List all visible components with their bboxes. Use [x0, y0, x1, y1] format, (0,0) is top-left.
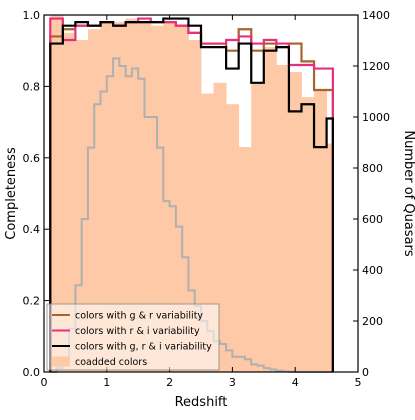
coadded-colors-bar	[276, 64, 284, 372]
y-right-tick-label: 1200	[362, 60, 390, 73]
legend-label: colors with g & r variability	[75, 311, 203, 322]
coadded-colors-bar	[50, 15, 57, 372]
coadded-colors-bar	[270, 47, 277, 372]
legend-label: colors with g, r & i variability	[75, 342, 212, 353]
y-right-tick-label: 200	[362, 315, 383, 328]
coadded-colors-bar	[238, 147, 246, 372]
colors-with-g-r-i-variability-line	[49, 17, 334, 372]
x-tick-label: 2	[166, 376, 173, 389]
quasar-count-line	[50, 57, 333, 373]
y-axis-label: Completeness	[4, 147, 19, 240]
coadded-colors-bar	[295, 72, 302, 373]
coadded-colors-bar	[138, 22, 145, 372]
coadded-colors-bar	[113, 22, 120, 372]
legend-box	[46, 303, 220, 371]
x-axis-label: Redshift	[175, 395, 228, 410]
coadded-colors-bar	[320, 89, 327, 372]
y-tick-label: 1.0	[23, 9, 41, 22]
coadded-colors-bar	[163, 22, 170, 372]
y-tick-label: 0.6	[23, 152, 41, 165]
coadded-colors-bar	[282, 64, 290, 372]
coadded-colors-bar	[106, 22, 114, 372]
legend-swatch	[52, 356, 70, 367]
coadded-colors-bar	[75, 39, 83, 373]
y-tick-label: 0.4	[23, 223, 41, 236]
coadded-colors-bar	[169, 22, 177, 372]
coadded-colors-bar	[157, 25, 164, 373]
y-tick-label: 0.2	[23, 295, 41, 308]
coadded-colors-bar	[226, 104, 233, 372]
quasar-count-layer	[50, 57, 333, 373]
x-tick-label: 0	[41, 376, 48, 389]
coadded-colors-bar	[62, 32, 70, 372]
coadded-colors-bar	[144, 22, 152, 372]
y-tick-label: 0.0	[23, 366, 41, 379]
coadded-colors-bar	[56, 15, 64, 372]
coadded-colors-bar	[219, 82, 227, 372]
legend-label: coadded colors	[75, 357, 147, 368]
y-right-tick-label: 0	[362, 366, 369, 379]
ticks-layer: 0 1 2 3 4 5 0.0 0.2 0.4 0.6 0.8 1.0 0 200 400 600 800 100…	[23, 9, 391, 389]
coadded-colors-bar	[119, 22, 127, 372]
y-tick-label: 0.8	[23, 80, 41, 93]
coadded-colors-bar	[244, 147, 252, 372]
legend-label: colors with r & i variability	[75, 326, 200, 337]
coadded-colors-bar	[257, 82, 265, 372]
coadded-colors-bar	[125, 18, 133, 372]
y-right-tick-label: 600	[362, 213, 383, 226]
x-tick-label: 3	[229, 376, 236, 389]
coadded-colors-bar	[326, 143, 334, 372]
coadded-colors-bar	[201, 93, 208, 372]
y-right-tick-label: 800	[362, 162, 383, 175]
coadded-colors-bar	[263, 47, 271, 372]
coadded-colors-bar	[182, 25, 189, 373]
coadded-colors-bar	[251, 82, 258, 372]
y-right-tick-label: 1400	[362, 9, 390, 22]
y-right-tick-label: 1000	[362, 111, 390, 124]
coadded-colors-bar	[81, 39, 89, 373]
coadded-fill-layer	[50, 15, 334, 373]
coadded-colors-bar	[188, 39, 196, 373]
coadded-colors-bar	[288, 72, 296, 373]
coadded-colors-bar	[175, 25, 183, 373]
coadded-colors-bar	[87, 29, 95, 373]
x-tick-label: 4	[292, 376, 299, 389]
coadded-colors-bar	[307, 97, 315, 373]
series-lines-layer	[49, 17, 334, 372]
coadded-colors-bar	[207, 93, 214, 372]
coadded-colors-bar	[314, 89, 321, 372]
coadded-colors-bar	[150, 25, 158, 373]
y-axis-right-label: Number of Quasars	[401, 130, 415, 257]
coadded-colors-bar	[94, 29, 101, 373]
legend: colors with g & r variability colors with…	[46, 303, 220, 371]
coadded-colors-bar	[301, 97, 309, 373]
coadded-colors-bar	[194, 39, 202, 373]
coadded-colors-bar	[213, 82, 221, 372]
x-tick-label: 1	[103, 376, 110, 389]
coadded-colors-bar	[100, 22, 108, 372]
coadded-colors-bar	[232, 104, 240, 372]
x-tick-label: 5	[355, 376, 362, 389]
coadded-colors-bar	[69, 32, 76, 372]
coadded-colors-bar	[131, 18, 139, 372]
plot-frame	[43, 14, 359, 373]
y-right-tick-label: 400	[362, 264, 383, 277]
